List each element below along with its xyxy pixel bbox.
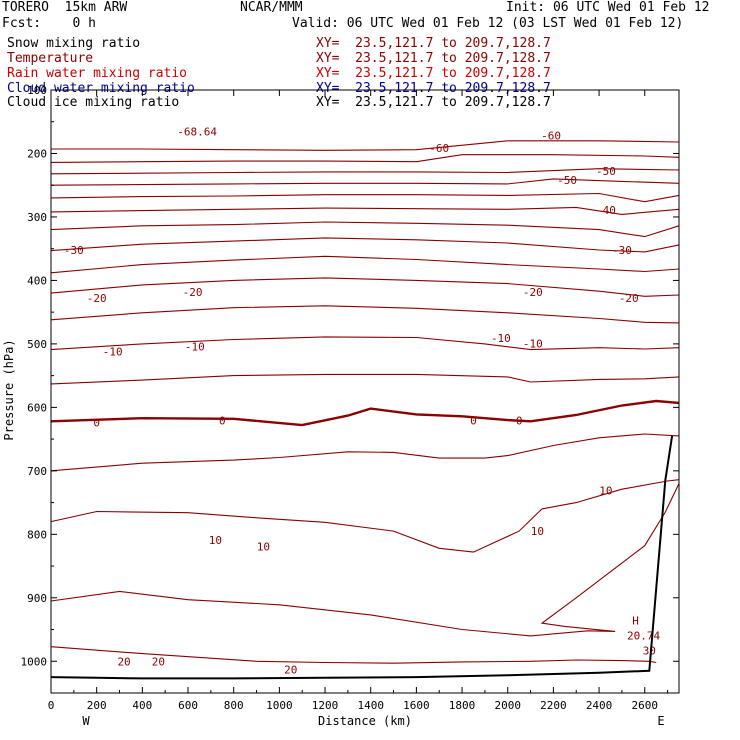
contour-label-25: 20 <box>152 655 165 668</box>
contour-label-27: 30 <box>643 644 656 657</box>
contour-label-12: -10 <box>103 346 123 359</box>
field-xy-cloud-ice: XY= 23.5,121.7 to 209.7,128.7 <box>316 95 551 110</box>
contour-label-17: 0 <box>219 415 226 428</box>
contour-label-26: 20 <box>284 664 297 677</box>
contour-line--40 <box>50 206 680 215</box>
contour-label-16: 0 <box>93 417 100 430</box>
center-label: NCAR/MMM <box>240 0 303 15</box>
y-tick-label: 1000 <box>21 655 48 668</box>
field-name-cloud-water: Cloud water mixing ratio <box>7 81 195 96</box>
x-axis-west-label: W <box>82 714 90 728</box>
extremum-symbol-0: H <box>632 614 639 627</box>
contour-label-2: -60 <box>541 130 561 143</box>
x-tick-label: 600 <box>178 699 198 712</box>
init-time: Init: 06 UTC Wed 01 Feb 12 <box>506 0 710 15</box>
contour-line--25 <box>50 255 680 274</box>
y-tick-label: 900 <box>27 592 47 605</box>
y-tick-label: 700 <box>27 465 47 478</box>
field-xy-snow: XY= 23.5,121.7 to 209.7,128.7 <box>316 36 551 51</box>
valid-time: Valid: 06 UTC Wed 01 Feb 12 (03 LST Wed … <box>292 16 684 31</box>
y-tick-label: 600 <box>27 401 47 414</box>
field-name-cloud-ice: Cloud ice mixing ratio <box>7 95 180 110</box>
x-tick-label: 0 <box>48 699 55 712</box>
field-xy-rain: XY= 23.5,121.7 to 209.7,128.7 <box>316 66 551 81</box>
temperature-contours <box>50 140 680 664</box>
y-tick-label: 300 <box>27 211 47 224</box>
contour-line--65 <box>51 140 680 151</box>
forecast-hour: Fcst: 0 h <box>2 16 96 31</box>
contour-line--5 <box>50 373 680 385</box>
x-tick-label: 1200 <box>312 699 339 712</box>
x-axis-label: Distance (km) <box>318 714 412 728</box>
contour-line--45 <box>50 192 680 203</box>
terrain-outline <box>50 435 674 680</box>
contour-label-7: -30 <box>612 244 632 257</box>
field-name-temperature: Temperature <box>7 51 94 66</box>
contour-line--55 <box>50 168 680 175</box>
contour-line--60 <box>50 154 680 163</box>
x-tick-label: 1000 <box>266 699 293 712</box>
contour-line-0 <box>50 399 680 427</box>
contour-label-24: 20 <box>117 655 130 668</box>
contour-line-20 <box>50 646 657 664</box>
x-tick-label: 400 <box>132 699 152 712</box>
contour-line-15 <box>50 483 680 637</box>
contour-label-8: -20 <box>87 292 107 305</box>
contour-label-9: -20 <box>183 286 203 299</box>
x-tick-label: 200 <box>87 699 107 712</box>
contour-line--30 <box>50 237 680 253</box>
contour-label-20: 10 <box>209 534 222 547</box>
terrain-line <box>50 435 674 680</box>
model-label: TORERO 15km ARW <box>2 0 128 15</box>
contour-label-11: -20 <box>619 292 639 305</box>
y-tick-label: 100 <box>27 84 47 97</box>
contour-line-10 <box>50 479 680 553</box>
contour-label-10: -20 <box>523 286 543 299</box>
x-tick-label: 2200 <box>540 699 567 712</box>
contour-label-18: 0 <box>470 415 477 428</box>
contour-label-5: -40 <box>596 204 616 217</box>
field-xy-temperature: XY= 23.5,121.7 to 209.7,128.7 <box>316 51 551 66</box>
contour-line-5 <box>50 433 680 472</box>
contour-label-19: 0 <box>516 415 523 428</box>
contour-labels: -68.64 -60 -60 -50 -50 -40 -30 -30 -20 -20 -20 -20 -… <box>64 125 661 676</box>
x-axis-east-label: E <box>657 714 664 728</box>
extremum-value-0: 20.74 <box>627 629 660 642</box>
contour-label-4: -50 <box>596 165 616 178</box>
y-axis-label: Pressure (hPa) <box>2 339 16 440</box>
contour-label-22: 10 <box>531 525 544 538</box>
plot-frame <box>50 89 680 694</box>
contour-line--35 <box>50 221 680 238</box>
field-xy-cloud-water: XY= 23.5,121.7 to 209.7,128.7 <box>316 81 551 96</box>
contour-label-1: -60 <box>429 142 449 155</box>
field-name-rain: Rain water mixing ratio <box>7 66 188 81</box>
x-tick-label: 2600 <box>631 699 658 712</box>
contour-line--20 <box>50 277 680 297</box>
x-tick-label: 1800 <box>449 699 476 712</box>
contour-label-13: -10 <box>185 340 205 353</box>
contour-label-0: -68.64 <box>177 125 217 138</box>
contour-label-21: 10 <box>257 540 270 553</box>
y-tick-label: 400 <box>27 274 47 287</box>
x-tick-label: 800 <box>224 699 244 712</box>
contour-line--10 <box>50 336 680 351</box>
x-tick-label: 2000 <box>494 699 521 712</box>
contour-label-6: -30 <box>64 244 84 257</box>
y-tick-label: 500 <box>27 338 47 351</box>
x-axis: 0 200 400 600 800 1000 1200 1400 1600 1800 2000 220… <box>48 90 669 712</box>
contour-label-15: -10 <box>523 337 543 350</box>
contour-label-14: -10 <box>491 332 511 345</box>
contour-label-23: 10 <box>599 485 612 498</box>
x-tick-label: 1600 <box>403 699 430 712</box>
field-name-snow: Snow mixing ratio <box>7 36 141 51</box>
contour-line--15 <box>50 305 680 324</box>
y-tick-label: 200 <box>27 147 47 160</box>
x-tick-label: 1400 <box>357 699 384 712</box>
x-tick-label: 2400 <box>586 699 613 712</box>
y-tick-label: 800 <box>27 528 47 541</box>
contour-label-3: -50 <box>557 174 577 187</box>
contour-line--50 <box>50 178 680 186</box>
